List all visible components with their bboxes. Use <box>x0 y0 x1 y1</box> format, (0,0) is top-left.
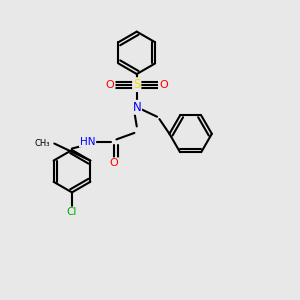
Text: S: S <box>133 78 140 91</box>
Text: Cl: Cl <box>67 207 77 218</box>
Text: O: O <box>110 158 118 168</box>
Text: N: N <box>132 101 141 114</box>
Text: CH₃: CH₃ <box>34 139 50 148</box>
Text: HN: HN <box>80 137 95 147</box>
Text: O: O <box>106 80 115 90</box>
Text: O: O <box>159 80 168 90</box>
